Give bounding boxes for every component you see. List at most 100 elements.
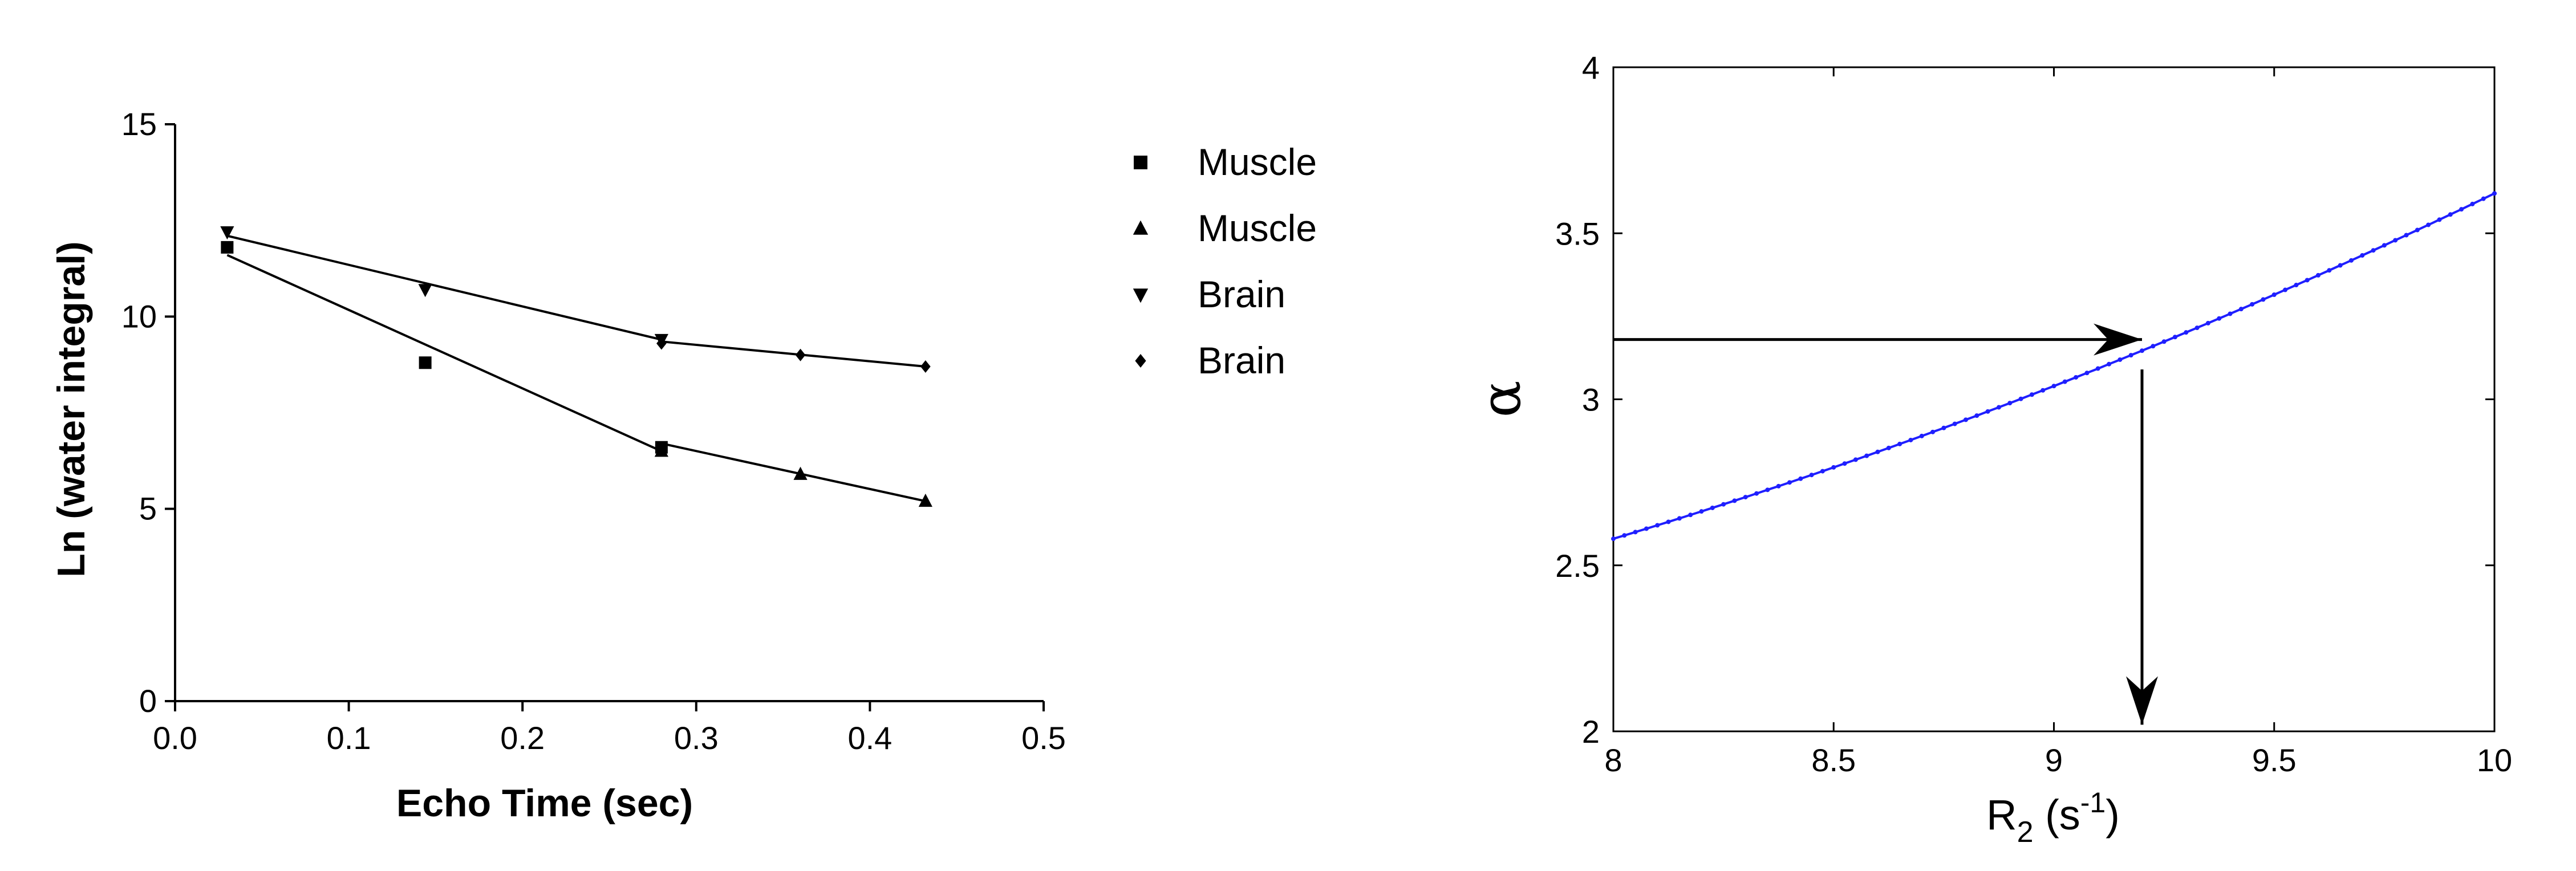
alpha-curve-marker — [2371, 248, 2376, 253]
alpha-curve-marker — [2338, 263, 2343, 268]
legend-marker — [1133, 220, 1149, 235]
echo-time-chart: 0.0 0.1 0.2 0.3 0.4 0.5 0 5 10 15 Echo Time (sec)… — [50, 106, 1317, 825]
alpha-curve-marker — [2029, 392, 2034, 397]
alpha-curve-marker — [1677, 516, 1682, 521]
right-x-tick-label: 8.5 — [1811, 742, 1856, 778]
annotation-arrow-head — [2094, 323, 2142, 356]
alpha-curve-marker — [2228, 311, 2233, 316]
left-fit-lines — [226, 234, 926, 503]
right-x-axis-label: R2 (s-1) — [1986, 787, 2120, 849]
right-y-tick-label: 2.5 — [1555, 548, 1600, 584]
alpha-curve-marker — [1666, 519, 1671, 524]
alpha-curve-marker — [1743, 495, 1748, 500]
alpha-curve-marker — [2117, 357, 2123, 362]
left-fit-line — [226, 254, 662, 453]
alpha-curve-marker — [1644, 526, 1649, 531]
left-data-point — [418, 284, 432, 298]
legend-marker — [1135, 354, 1146, 368]
left-y-tick-label: 5 — [139, 491, 157, 527]
alpha-curve-marker — [1809, 473, 1814, 478]
left-data-point — [419, 356, 432, 369]
alpha-curve-marker — [2393, 238, 2398, 243]
left-fit-line — [226, 234, 662, 341]
alpha-curve-marker — [1974, 413, 1979, 418]
left-data-point — [220, 226, 234, 240]
alpha-curve-marker — [1655, 523, 1660, 528]
right-x-tick-label: 10 — [2477, 742, 2512, 778]
left-fit-line — [661, 340, 926, 368]
alpha-curve-marker — [2382, 243, 2387, 248]
left-x-tick-label: 0.5 — [1021, 720, 1066, 756]
alpha-curve-marker — [2205, 320, 2210, 325]
alpha-curve-marker — [1930, 429, 1936, 434]
alpha-curve-marker — [2283, 287, 2288, 292]
right-y-tick-label: 3 — [1582, 382, 1600, 418]
legend-label: Brain — [1198, 339, 1285, 381]
alpha-curve-marker — [1996, 405, 2001, 410]
alpha-curve-marker — [2084, 371, 2090, 376]
alpha-curve-marker — [2481, 196, 2486, 201]
alpha-curve-marker — [2327, 268, 2332, 273]
alpha-curve-marker — [1964, 417, 1968, 422]
alpha-curve-marker — [2348, 258, 2354, 263]
alpha-curve-marker — [1754, 491, 1759, 496]
right-ticks: 8 8.5 9 9.5 10 2 2.5 3 3.5 4 — [1555, 50, 2512, 778]
legend-label: Muscle — [1198, 207, 1317, 249]
alpha-curve-marker — [2305, 278, 2310, 283]
alpha-curve-marker — [1853, 457, 1858, 462]
left-data-point — [654, 443, 668, 457]
right-y-axis-label: α — [1469, 381, 1533, 418]
alpha-curve-marker — [2151, 344, 2156, 349]
alpha-curve-marker — [2271, 292, 2277, 298]
left-fit-line — [661, 442, 926, 503]
legend-label: Muscle — [1198, 141, 1317, 183]
left-x-tick-label: 0.2 — [500, 720, 545, 756]
alpha-curve-marker — [1919, 433, 1924, 438]
alpha-curve — [1613, 192, 2495, 540]
left-data-point — [221, 241, 234, 254]
left-data-point — [793, 466, 808, 480]
right-x-tick-label: 8 — [1604, 742, 1622, 778]
alpha-curve-marker — [2360, 253, 2365, 258]
alpha-curve-marker — [2316, 272, 2321, 278]
alpha-curve-marker — [2448, 212, 2453, 217]
alpha-curve-marker — [1842, 461, 1847, 466]
alpha-curve-marker — [2294, 283, 2299, 288]
right-y-tick-label: 3.5 — [1555, 215, 1600, 251]
alpha-curve-marker — [2492, 191, 2497, 196]
right-y-tick-label: 2 — [1582, 714, 1600, 750]
alpha-curve-marker — [1765, 487, 1770, 493]
alpha-curve-marker — [2018, 396, 2023, 401]
alpha-curve-marker — [1798, 476, 1803, 481]
left-legend: Muscle Muscle Brain Brain — [1133, 141, 1317, 381]
alpha-curve-marker — [2426, 222, 2431, 227]
alpha-curve-marker — [1875, 449, 1880, 454]
alpha-curve-marker — [2095, 366, 2100, 371]
alpha-curve-marker — [2184, 330, 2189, 335]
alpha-curve-marker — [1864, 453, 1869, 458]
alpha-curve-marker — [2217, 316, 2222, 321]
alpha-curve-marker — [1688, 512, 1693, 518]
left-axes — [174, 124, 1044, 702]
alpha-curve-marker — [2140, 348, 2144, 353]
right-x-tick-label: 9.5 — [2252, 742, 2297, 778]
left-data-point — [920, 360, 931, 373]
alpha-curve-marker — [1897, 441, 1902, 446]
alpha-curve-marker — [2404, 233, 2409, 238]
alpha-curve-marker — [2040, 388, 2046, 393]
alpha-curve-marker — [1776, 483, 1781, 489]
alpha-curve-marker — [2437, 217, 2442, 222]
alpha-curve-marker — [1699, 509, 1704, 514]
left-x-axis-label: Echo Time (sec) — [396, 782, 693, 825]
left-data-point — [656, 337, 667, 350]
alpha-curve-marker — [2194, 325, 2200, 331]
alpha-curve-marker — [2161, 339, 2167, 344]
left-y-tick-label: 10 — [121, 298, 157, 334]
alpha-curve-marker — [2415, 227, 2420, 233]
left-x-tick-label: 0.1 — [327, 720, 371, 756]
left-x-tick-label: 0.3 — [674, 720, 719, 756]
alpha-curve-marker — [2128, 353, 2133, 358]
left-y-tick-label: 0 — [139, 683, 157, 719]
alpha-curve-marker — [2250, 302, 2255, 307]
